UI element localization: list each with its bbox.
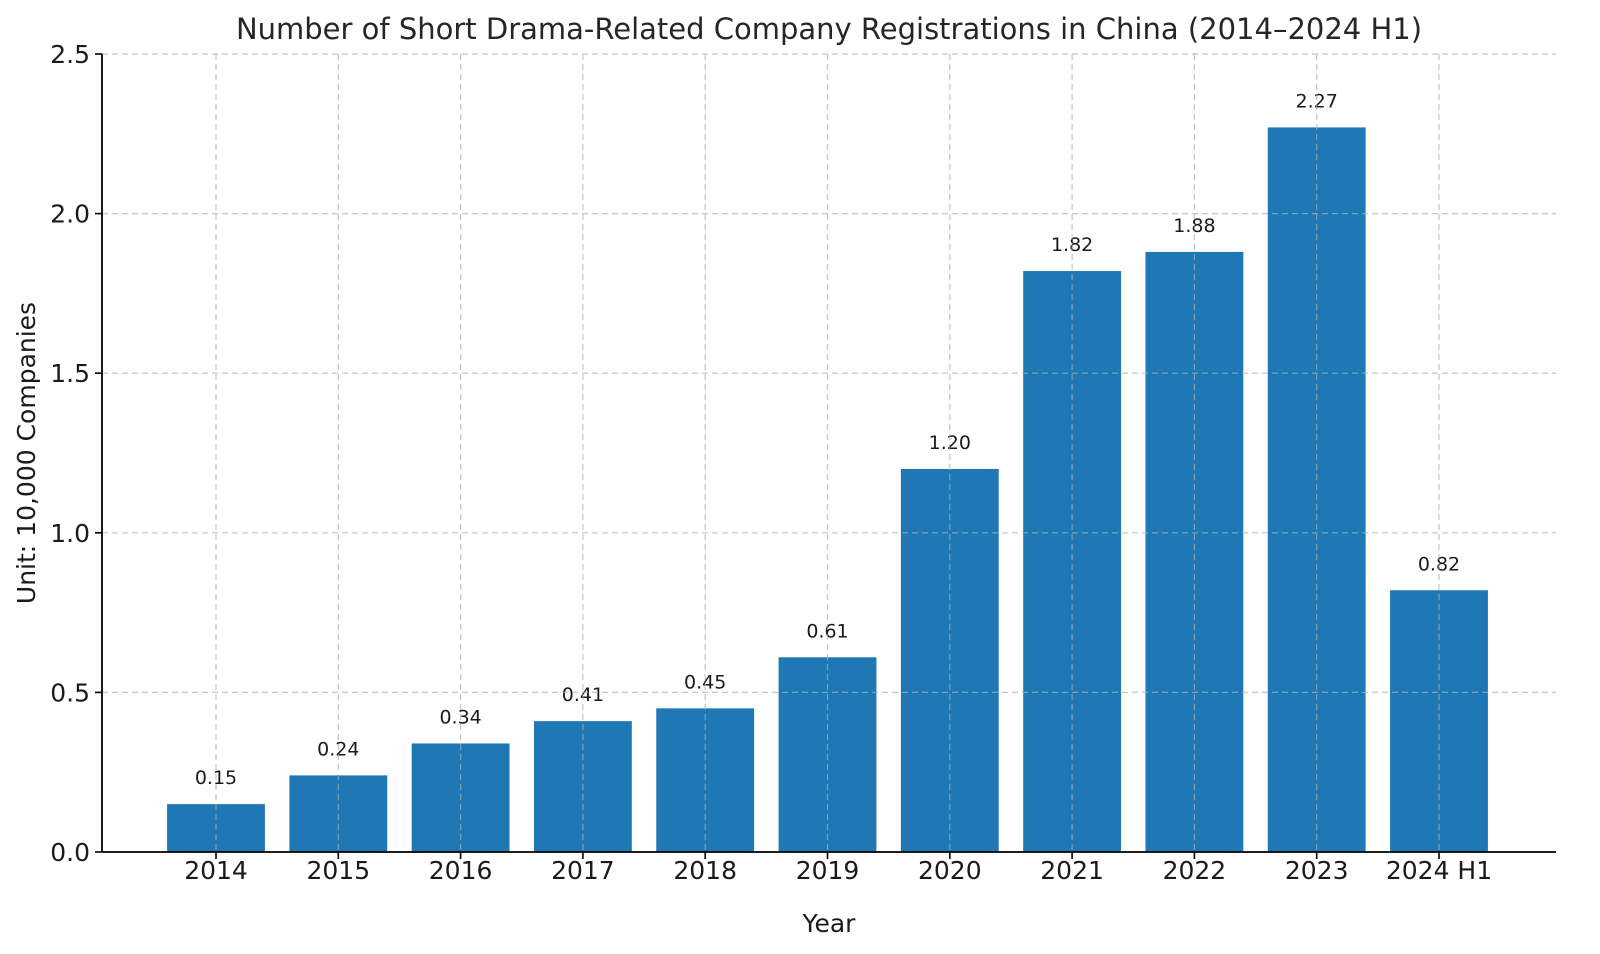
- x-tick-label: 2024 H1: [1386, 856, 1492, 885]
- x-tick-label: 2019: [796, 856, 860, 885]
- y-tick-label: 1.0: [50, 519, 90, 548]
- y-tick-label: 1.5: [50, 359, 90, 388]
- bars: [167, 127, 1488, 853]
- bar: [1145, 251, 1244, 853]
- x-tick-label: 2022: [1163, 856, 1227, 885]
- x-tick-label: 2017: [551, 856, 615, 885]
- bar-value-label: 0.45: [684, 671, 726, 693]
- chart-title: Number of Short Drama-Related Company Re…: [236, 12, 1422, 46]
- x-tick-label: 2021: [1040, 856, 1104, 885]
- bar-value-label: 2.27: [1296, 90, 1338, 112]
- x-tick-label: 2014: [184, 856, 248, 885]
- axes: [101, 54, 1556, 853]
- x-tick-label: 2016: [429, 856, 493, 885]
- y-tick-label: 0.5: [50, 678, 90, 707]
- y-axis-ticks: 0.0 0.5 1.0 1.5 2.0 2.5: [50, 40, 102, 867]
- x-axis-title: Year: [802, 909, 857, 938]
- y-tick-label: 2.0: [50, 200, 90, 229]
- x-tick-label: 2023: [1285, 856, 1349, 885]
- y-tick-label: 2.5: [50, 40, 90, 69]
- y-axis-title: Unit: 10,000 Companies: [12, 302, 41, 604]
- bar-value-label: 0.61: [806, 620, 848, 642]
- x-tick-label: 2020: [918, 856, 982, 885]
- bar-value-label: 1.20: [929, 432, 971, 454]
- x-tick-label: 2018: [673, 856, 737, 885]
- x-axis-ticks: 2014 2015 2016 2017 2018 2019 2020 2021 2022 2023…: [184, 852, 1492, 885]
- x-tick-label: 2015: [306, 856, 370, 885]
- y-tick-label: 0.0: [50, 838, 90, 867]
